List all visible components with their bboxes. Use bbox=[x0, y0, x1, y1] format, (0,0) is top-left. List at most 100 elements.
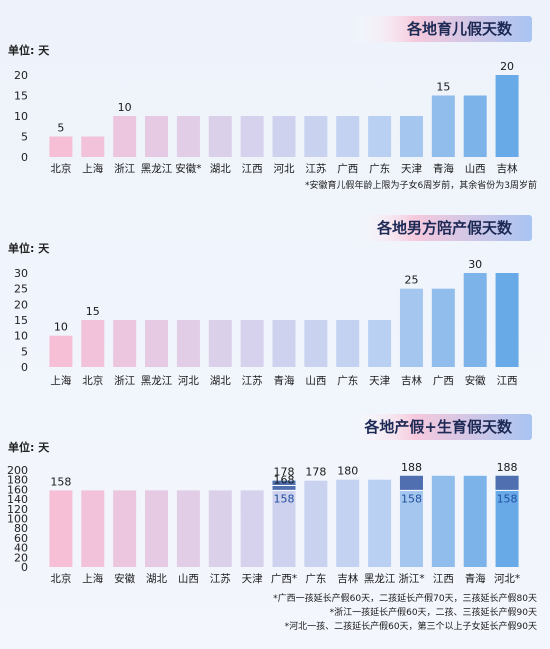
x-category-label: 广西 bbox=[337, 163, 358, 175]
y-tick-label: 0 bbox=[21, 151, 28, 164]
x-category-label: 湖北 bbox=[210, 163, 231, 175]
x-category-label: 北京 bbox=[50, 162, 71, 175]
bar bbox=[495, 75, 519, 157]
x-category-label: 吉林 bbox=[497, 162, 518, 175]
bar-extension-segment bbox=[495, 475, 519, 491]
y-tick-label: 5 bbox=[21, 131, 28, 144]
inner-label: 158 bbox=[401, 492, 422, 505]
y-tick-label: 30 bbox=[14, 267, 28, 280]
y-tick-label: 15 bbox=[14, 314, 28, 327]
bar bbox=[272, 480, 296, 567]
x-category-label: 山西 bbox=[178, 573, 199, 585]
x-category-label: 广东 bbox=[305, 572, 326, 585]
data-label: 10 bbox=[54, 321, 68, 334]
bar bbox=[495, 273, 519, 367]
chart-title: 各地产假+生育假天数 bbox=[363, 418, 513, 436]
inner-label: 168 bbox=[274, 474, 295, 487]
data-label: 25 bbox=[404, 274, 418, 287]
y-tick-label: 10 bbox=[14, 330, 28, 343]
bar bbox=[399, 116, 423, 157]
y-tick-label: 120 bbox=[7, 503, 28, 516]
y-tick-label: 100 bbox=[7, 513, 28, 526]
x-category-label: 广东 bbox=[337, 374, 358, 387]
bar bbox=[49, 490, 73, 567]
bar bbox=[336, 320, 360, 367]
y-tick-label: 5 bbox=[21, 345, 28, 358]
bar bbox=[431, 95, 455, 157]
unit-label: 单位: 天 bbox=[8, 241, 50, 255]
x-category-label: 江西 bbox=[433, 573, 454, 585]
x-category-label: 青海 bbox=[433, 162, 454, 175]
x-category-label: 北京 bbox=[50, 572, 71, 585]
bar bbox=[176, 116, 200, 157]
x-category-label: 河北* bbox=[494, 573, 520, 585]
bar bbox=[368, 479, 392, 567]
data-label: 5 bbox=[57, 122, 64, 135]
bar bbox=[145, 320, 169, 367]
bar bbox=[463, 95, 487, 157]
x-category-label: 上海 bbox=[82, 162, 103, 175]
chart-title: 各地育儿假天数 bbox=[406, 20, 513, 38]
x-category-label: 天津 bbox=[242, 573, 263, 585]
bar bbox=[208, 320, 232, 367]
bar bbox=[145, 490, 169, 567]
bar-extension-segment bbox=[399, 475, 423, 491]
y-tick-label: 60 bbox=[14, 532, 28, 545]
bar bbox=[113, 116, 137, 157]
bar bbox=[336, 116, 360, 157]
bar bbox=[368, 320, 392, 367]
y-tick-label: 140 bbox=[7, 493, 28, 506]
inner-label: 158 bbox=[274, 492, 295, 505]
y-tick-label: 0 bbox=[21, 361, 28, 374]
bar bbox=[304, 320, 328, 367]
x-category-label: 黑龙江 bbox=[141, 162, 173, 175]
x-category-label: 江苏 bbox=[210, 572, 231, 585]
x-category-label: 浙江* bbox=[398, 573, 424, 585]
y-tick-label: 200 bbox=[7, 464, 28, 477]
x-category-label: 江西 bbox=[497, 375, 518, 387]
bar bbox=[240, 320, 264, 367]
y-tick-label: 80 bbox=[14, 522, 28, 535]
x-category-label: 广西* bbox=[271, 573, 297, 585]
y-tick-label: 20 bbox=[14, 69, 28, 82]
y-tick-label: 25 bbox=[14, 283, 28, 296]
bar bbox=[81, 320, 105, 367]
inner-label: 158 bbox=[497, 492, 518, 505]
footnote: *广西一孩延长产假60天，二孩延长产假70天，三孩延长产假80天 bbox=[273, 592, 537, 604]
x-category-label: 湖北 bbox=[210, 375, 231, 387]
unit-label: 单位: 天 bbox=[8, 440, 50, 454]
y-tick-label: 160 bbox=[7, 483, 28, 496]
data-label: 15 bbox=[436, 81, 450, 94]
x-category-label: 上海 bbox=[50, 374, 71, 387]
bar bbox=[272, 116, 296, 157]
chart-panel-2: 各地男方陪产假天数单位: 天051015202530上海 北京 浙江 黑龙江 河北 湖北江… bbox=[8, 215, 532, 387]
x-category-label: 安徽* bbox=[175, 162, 201, 175]
footnote: *安徽育儿假年龄上限为子女6周岁前，其余省份为3周岁前 bbox=[305, 179, 537, 191]
x-category-label: 广东 bbox=[369, 162, 390, 175]
bar bbox=[495, 475, 519, 567]
bar bbox=[208, 490, 232, 567]
chart-title-banner bbox=[352, 215, 532, 241]
footnote: *河北一孩、二孩延长产假60天，第三个以上子女延长产假90天 bbox=[285, 620, 537, 632]
bar bbox=[399, 475, 423, 567]
bar bbox=[176, 490, 200, 567]
x-category-label: 上海 bbox=[82, 572, 103, 585]
bar bbox=[176, 320, 200, 367]
x-category-label: 山西 bbox=[465, 163, 486, 175]
x-category-label: 山西 bbox=[305, 375, 326, 387]
bar bbox=[463, 475, 487, 567]
x-category-label: 吉林 bbox=[337, 572, 358, 585]
bar bbox=[431, 475, 455, 567]
y-tick-label: 15 bbox=[14, 90, 28, 103]
chart-title-banner bbox=[352, 414, 532, 440]
x-category-label: 江苏 bbox=[305, 162, 326, 175]
bar bbox=[113, 490, 137, 567]
x-category-label: 广西 bbox=[433, 375, 454, 387]
data-label: 30 bbox=[468, 258, 482, 271]
x-category-label: 青海 bbox=[274, 374, 295, 387]
data-label: 10 bbox=[118, 101, 132, 114]
x-category-label: 湖北 bbox=[146, 573, 167, 585]
